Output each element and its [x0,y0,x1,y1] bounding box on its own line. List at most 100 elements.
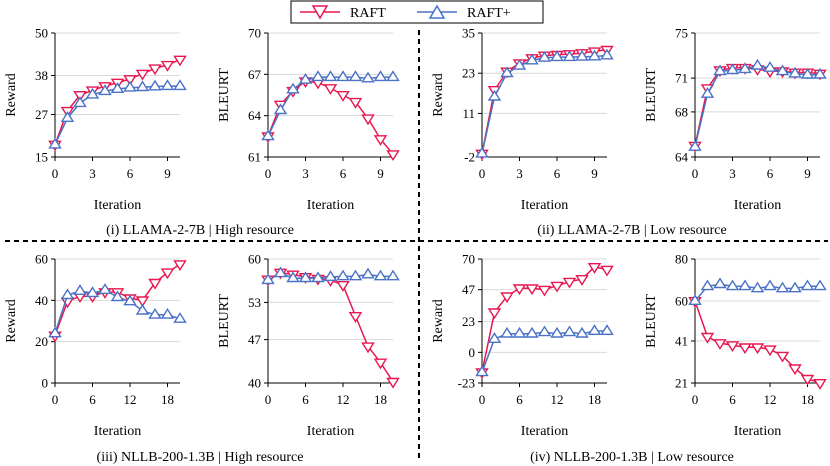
x-tick-label: 9 [804,166,811,181]
data-point-raft [361,114,375,126]
data-point-raft [813,379,827,390]
data-point-raftplus [85,87,100,99]
series-line-raft [481,49,608,154]
data-point-raftplus [587,324,602,335]
panel-1: 15 27 38 50 0 3 6 9 Iteration Reward [4,26,187,213]
y-tick-label: -23 [458,376,475,391]
x-tick-label: 6 [89,392,96,407]
data-point-raftplus [298,271,313,283]
data-point-raft [386,377,400,389]
x-tick-label: 0 [52,166,59,181]
data-point-raftplus [298,72,313,84]
y-tick-label: 50 [35,26,48,41]
data-point-raft [323,84,338,95]
data-point-raftplus [48,326,62,338]
data-point-raftplus [725,63,740,75]
data-point-raftplus [487,332,502,343]
data-point-raftplus [800,279,815,291]
data-point-raft [148,64,162,76]
data-point-raftplus [813,279,827,291]
panel-2: 61 64 67 70 0 3 6 9 Iteration BLEURT [217,26,400,213]
data-point-raft [525,284,539,296]
data-point-raftplus [525,53,539,65]
x-tick-label: 6 [767,166,774,181]
x-tick-label: 6 [340,166,347,181]
data-point-raft [800,374,815,386]
y-axis-label: BLEURT [217,68,232,122]
data-point-raftplus [738,62,752,74]
legend-label-raftplus: RAFT+ [467,6,511,21]
data-point-raftplus [60,111,75,123]
x-tick-label: 12 [764,392,777,407]
data-point-raftplus [373,269,388,281]
data-point-raftplus [575,49,589,61]
data-point-raftplus [512,58,527,70]
data-point-raftplus [373,70,388,82]
y-tick-label: 23 [462,66,475,81]
y-tick-label: 64 [675,150,689,165]
x-tick-label: 9 [164,166,171,181]
data-point-raftplus [600,324,614,335]
data-point-raftplus [348,70,363,82]
data-point-raft [600,265,614,277]
y-tick-label: 53 [248,295,261,310]
series-line-raftplus [481,54,608,154]
x-axis-label: Iteration [307,424,354,439]
x-axis-label: Iteration [94,198,141,213]
data-point-raftplus [173,312,187,323]
legend-label-raft: RAFT [350,6,386,21]
data-point-raft [135,296,150,308]
data-point-raftplus [261,129,275,141]
data-point-raftplus [148,307,162,319]
panel-7: -23 0 23 47 70 0 6 12 18 Iteration Reward [431,252,614,439]
data-point-raft [487,308,502,320]
x-tick-label: 6 [127,166,134,181]
data-point-raft [373,135,388,146]
y-axis-label: Reward [431,299,446,343]
data-point-raftplus [386,70,400,82]
data-point-raft [763,345,777,357]
caption-i: (i) LLAMA-2-7B | High resource [106,223,294,238]
x-tick-label: 0 [479,392,486,407]
y-tick-label: 70 [248,26,261,41]
x-tick-label: 0 [692,166,699,181]
y-axis-label: BLEURT [644,68,659,122]
y-tick-label: 40 [248,376,261,391]
data-point-raftplus [688,140,702,151]
data-point-raftplus [348,269,363,281]
data-point-raftplus [361,267,375,279]
caption-iii: (iii) NLLB-200-1.3B | High resource [97,450,304,465]
data-point-raftplus [512,326,527,338]
data-point-raft [348,312,363,323]
data-point-raft [135,69,150,81]
data-point-raft [173,260,187,272]
data-point-raft [386,150,400,162]
data-point-raft [775,351,790,363]
y-tick-label: 64 [248,108,262,123]
y-tick-label: 47 [248,332,262,347]
panel-4: 64 68 71 75 0 3 6 9 Iteration BLEURT [644,26,827,213]
data-point-raftplus [750,58,765,70]
y-axis-label: BLEURT [644,294,659,348]
y-tick-label: 11 [462,106,475,121]
x-tick-label: 3 [89,166,96,181]
data-point-raftplus [286,271,300,283]
y-tick-label: 21 [675,376,688,391]
data-point-raftplus [135,303,150,315]
data-point-raftplus [688,294,702,305]
y-tick-label: 38 [35,68,48,83]
caption-ii: (ii) LLAMA-2-7B | Low resource [537,223,726,238]
y-tick-label: 71 [675,71,688,86]
data-point-raftplus [323,70,338,82]
x-tick-label: 3 [516,166,523,181]
x-tick-label: 6 [554,166,561,181]
legend-marker-raft [311,5,329,20]
y-tick-label: -2 [464,150,475,165]
data-point-raftplus [562,50,577,62]
data-point-raft [348,97,363,109]
y-tick-label: 60 [248,252,261,267]
series-line-raft [694,67,821,146]
x-axis-label: Iteration [734,198,781,213]
x-axis-label: Iteration [94,424,141,439]
